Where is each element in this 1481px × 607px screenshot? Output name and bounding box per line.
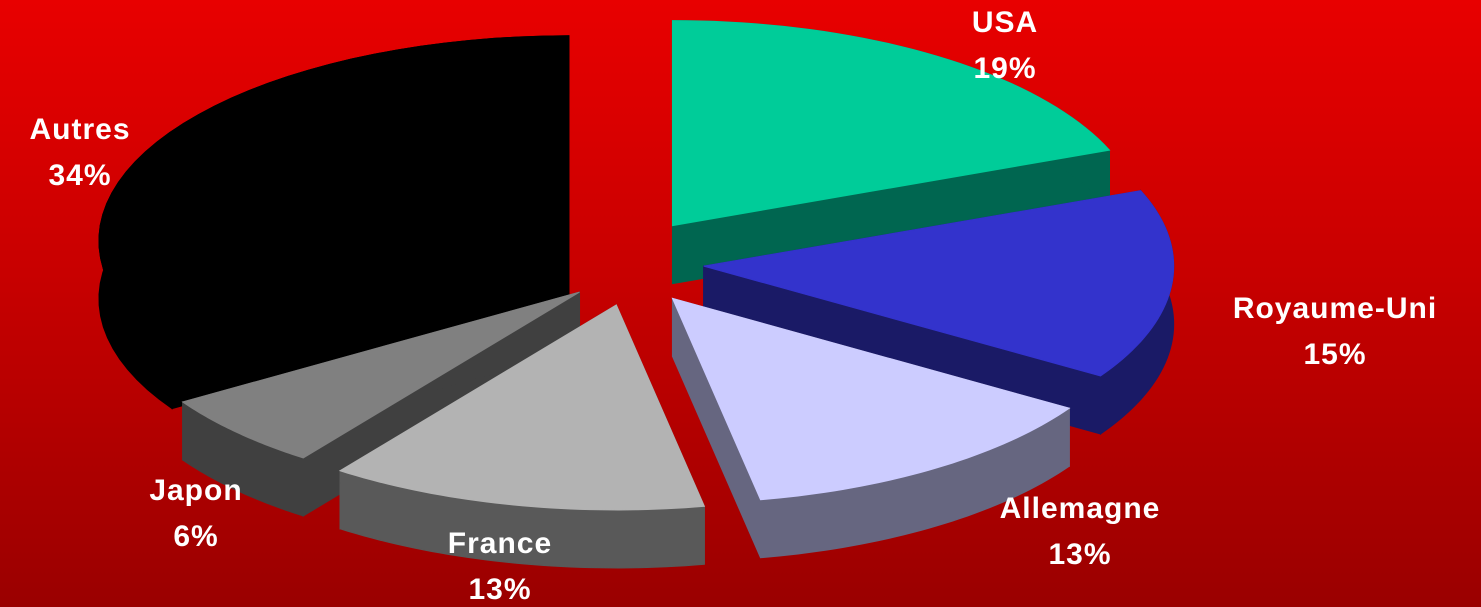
slice-value-usa: 19% [973, 52, 1036, 85]
slice-value-japon: 6% [173, 520, 218, 553]
slice-value-royaume-uni: 15% [1303, 338, 1366, 371]
slice-label-france: France [448, 527, 552, 560]
slice-label-japon: Japon [149, 474, 242, 507]
slice-value-autres: 34% [48, 159, 111, 192]
slice-label-allemagne: Allemagne [1000, 492, 1161, 525]
slice-label-royaume-uni: Royaume-Uni [1233, 292, 1437, 325]
pie-slice-allemagne [671, 297, 1071, 559]
slices-layer [98, 20, 1175, 569]
slice-label-usa: USA [972, 6, 1038, 39]
pie-slice-france [338, 304, 706, 569]
pie-slice-japon [181, 291, 581, 517]
labels-layer: USA 19% Royaume-Uni 15% Allemagne 13% France 13… [29, 6, 1437, 606]
pie-slice-usa [671, 20, 1111, 285]
slice-value-france: 13% [468, 573, 531, 606]
slice-label-autres: Autres [29, 113, 130, 146]
slice-value-allemagne: 13% [1048, 538, 1111, 571]
pie-slice-autres [98, 35, 570, 410]
